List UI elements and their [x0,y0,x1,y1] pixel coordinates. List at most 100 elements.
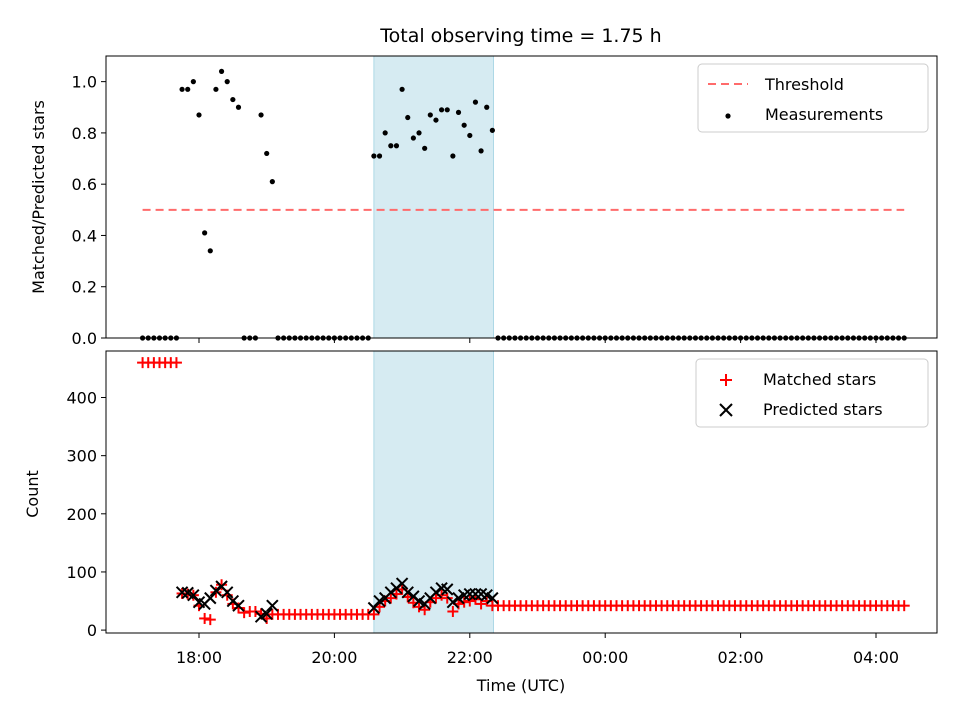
measurement-point [433,117,439,123]
matched-star-point [898,600,910,612]
matched-star-point [170,357,182,369]
legend-threshold-label: Threshold [764,75,844,94]
predicted-star-point [441,583,454,596]
bottom-x-ticks: 18:00 20:00 22:00 00:00 02:00 04:00 [176,633,899,667]
legend-predicted-swatch [719,403,733,417]
measurement-point [264,150,270,157]
measurement-point [388,143,394,149]
measurement-point [455,109,462,115]
predicted-star-point [232,599,245,612]
legend-matched-label: Matched stars [763,370,876,389]
measurement-point [230,96,236,103]
measurement-point [202,230,208,236]
measurement-point [382,130,388,136]
measurement-point [213,86,219,92]
matched-star-point [430,592,442,604]
measurement-point [427,112,433,118]
measurement-point [269,179,275,185]
bottom-y-ticks: 0 100 200 300 400 [66,389,106,640]
measurement-point [410,135,416,141]
chart-title: Total observing time = 1.75 h [379,25,661,47]
measurement-point [461,122,467,128]
top-y-tick-label: 0.4 [72,226,97,245]
measurement-point [185,86,191,92]
measurement-point [196,112,202,118]
measurement-point [438,107,445,113]
matched-star-point [368,608,380,620]
predicted-star-point [384,586,398,599]
measurement-point [489,127,495,133]
top-y-tick-label: 0.2 [72,278,97,297]
measurement-point [218,68,225,74]
matched-star-point [210,586,222,598]
predicted-star-point [204,591,217,605]
measurement-point [393,143,400,149]
top-y-axis-title: Matched/Predicted stars [29,100,48,294]
matched-star-point [385,592,397,604]
matched-star-point [204,614,216,626]
measurement-point [472,99,479,105]
measurement-point [224,79,230,85]
x-tick-label: 00:00 [582,648,628,667]
bottom-y-axis-title: Count [23,470,42,518]
x-tick-label: 04:00 [853,648,899,667]
bottom-legend-box [695,358,929,428]
top-shaded-span [373,55,494,339]
top-legend-box [697,63,929,133]
top-plot-frame [105,55,938,339]
top-panel: 0.0 0.2 0.4 0.6 0.8 1.0 Matched/Predicted sta… [29,55,938,348]
measurement-point [235,104,242,110]
bottom-y-tick-label: 100 [66,563,97,582]
measurement-point [376,153,383,159]
measurement-point [478,148,484,154]
measurement-point [444,107,450,113]
measurement-point [422,145,428,151]
matched-star-point [441,592,453,604]
predicted-star-point [260,607,273,621]
matched-star-point [199,612,211,624]
top-x-ticks [198,338,877,343]
matched-star-point [238,607,250,619]
bottom-y-tick-label: 400 [66,389,97,408]
predicted-star-point [266,599,279,612]
legend-predicted-label: Predicted stars [763,400,883,419]
measurement-point [190,79,196,85]
bottom-y-tick-label: 0 [87,621,97,640]
measurement-point [467,132,473,139]
top-y-tick-label: 0.8 [72,124,97,143]
x-tick-label: 20:00 [311,648,357,667]
top-y-ticks: 0.0 0.2 0.4 0.6 0.8 1.0 [72,73,106,348]
predicted-stars-points [175,577,499,623]
top-y-tick-label: 0.0 [72,329,97,348]
measurement-point [416,130,422,136]
measurement-point [450,153,456,159]
matched-star-point [447,605,459,617]
x-tick-label: 18:00 [176,648,222,667]
x-tick-label: 02:00 [718,648,764,667]
measurement-point [258,112,264,118]
predicted-star-point [221,586,234,599]
predicted-star-point [486,591,499,605]
measurement-point [207,248,213,254]
predicted-star-point [463,587,477,601]
top-y-tick-label: 0.6 [72,175,97,194]
top-legend: Threshold Measurements [697,63,929,133]
predicted-star-point [429,586,443,599]
legend-measurements-label: Measurements [765,105,883,124]
legend-matched-swatch [720,374,732,386]
predicted-star-point [446,595,460,609]
x-tick-label: 22:00 [447,648,493,667]
measurement-point [484,104,490,110]
x-axis-title: Time (UTC) [476,676,565,695]
predicted-star-point [469,587,482,601]
predicted-star-point [401,586,414,599]
bottom-y-tick-label: 200 [66,505,97,524]
legend-measurements-swatch [725,113,731,119]
bottom-legend: Matched stars Predicted stars [695,358,929,428]
matched-star-point [216,579,228,591]
measurement-point [405,114,411,121]
measurement-point [179,86,185,92]
bottom-panel: 0 100 200 300 400 18:00 20:00 22:00 00:00 02:00 0… [23,350,938,695]
matched-star-point [464,595,476,607]
